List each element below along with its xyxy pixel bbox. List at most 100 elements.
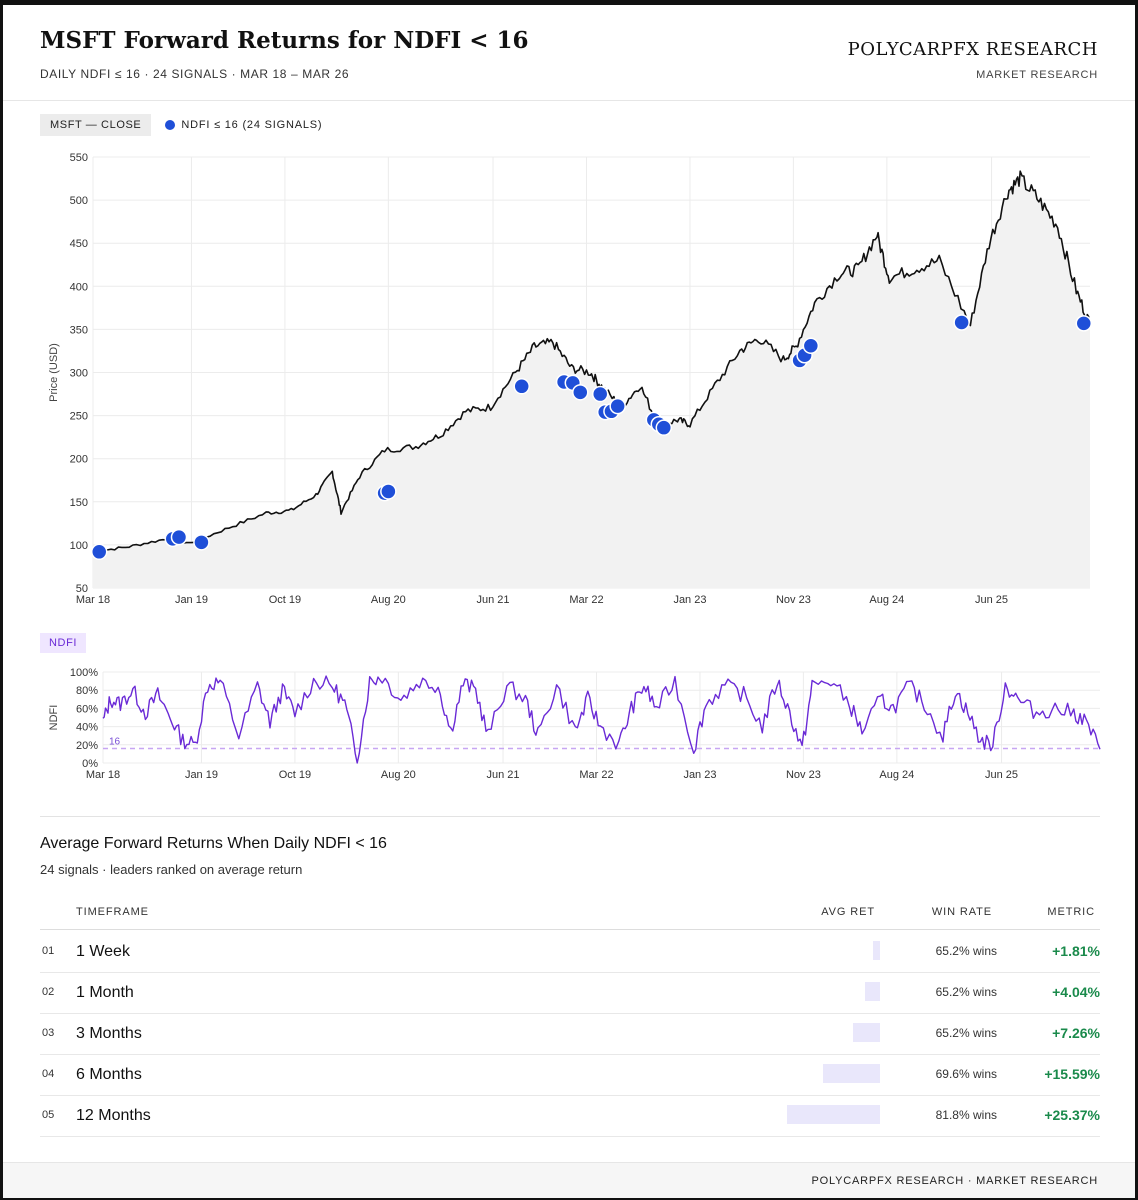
signal-point (513, 378, 530, 395)
row-timeframe: 6 Months (76, 1066, 142, 1083)
returns-table-subtitle: 24 signals · leaders ranked on average r… (40, 862, 303, 877)
row-win-rate: 65.2% wins (935, 985, 997, 999)
header-divider (3, 100, 1135, 101)
row-metric: +7.26% (1052, 1025, 1100, 1041)
price-x-tick-label: Jun 25 (975, 594, 1008, 606)
avg-return-bar (853, 1023, 880, 1042)
row-index: 04 (42, 1068, 55, 1080)
returns-table-title: Average Forward Returns When Daily NDFI … (40, 835, 387, 852)
legend-price-series: MSFT — CLOSE (40, 114, 152, 136)
section-divider (40, 816, 1100, 817)
ndfi-x-tick-label: Oct 19 (279, 769, 311, 781)
signal-point (170, 528, 188, 546)
price-y-tick-label: 550 (70, 152, 88, 164)
ndfi-threshold-label: 16 (109, 736, 121, 747)
price-series-line (92, 170, 1091, 553)
ndfi-chart-label: NDFI (40, 633, 87, 653)
row-index: 01 (42, 945, 55, 957)
ndfi-x-tick-label: Jun 25 (985, 769, 1018, 781)
table-row: 02 1 Month 65.2% wins +4.04% (40, 972, 1100, 1014)
price-x-tick-label: Mar 18 (76, 594, 110, 606)
signal-point (380, 483, 397, 500)
signal-point (572, 384, 589, 401)
ndfi-series-line (102, 675, 1101, 764)
column-header-avg-ret: AVG RET (821, 906, 875, 918)
ndfi-y-tick-label: 80% (76, 685, 98, 697)
ndfi-chart: 0% 20% 40% 60% 80% 100% Mar 18 Jan 19 Oct 19 Aug … (48, 667, 1101, 781)
avg-return-bar (787, 1105, 880, 1124)
brand-name: POLYCARPFX RESEARCH (847, 39, 1098, 60)
row-metric: +1.81% (1052, 943, 1100, 959)
ndfi-x-tick-label: Jan 23 (683, 769, 716, 781)
price-y-tick-label: 150 (70, 497, 88, 509)
ndfi-x-tick-label: Mar 22 (579, 769, 613, 781)
row-win-rate: 65.2% wins (935, 1026, 997, 1040)
signal-point (193, 534, 210, 551)
signal-point (591, 385, 609, 403)
price-y-tick-label: 100 (70, 540, 88, 552)
price-y-axis-label: Price (USD) (48, 343, 60, 402)
table-header-divider (40, 929, 1100, 930)
page-title: MSFT Forward Returns for NDFI < 16 (40, 27, 529, 54)
price-y-tick-label: 50 (76, 583, 88, 595)
row-index: 02 (42, 986, 55, 998)
table-row: 04 6 Months 69.6% wins +15.59% (40, 1054, 1100, 1096)
column-header-timeframe: TIMEFRAME (76, 906, 149, 918)
ndfi-y-tick-label: 100% (70, 667, 98, 679)
ndfi-y-axis-label: NDFI (48, 705, 60, 731)
page-subtitle: DAILY NDFI ≤ 16 · 24 SIGNALS · MAR 18 – … (40, 67, 350, 81)
avg-return-bar (865, 982, 880, 1001)
price-area-fill (93, 171, 1090, 588)
footer-text: POLYCARPFX RESEARCH · MARKET RESEARCH (811, 1175, 1098, 1187)
table-row: 03 3 Months 65.2% wins +7.26% (40, 1013, 1100, 1055)
ndfi-x-tick-label: Nov 23 (786, 769, 821, 781)
signal-point (655, 419, 673, 436)
ndfi-y-tick-label: 0% (82, 758, 98, 770)
column-header-win-rate: WIN RATE (931, 906, 992, 918)
row-timeframe: 12 Months (76, 1107, 151, 1124)
price-x-tick-label: Oct 19 (269, 594, 301, 606)
signal-point (802, 337, 820, 355)
row-metric: +25.37% (1044, 1107, 1100, 1123)
header: MSFT Forward Returns for NDFI < 16 DAILY… (40, 27, 1098, 97)
ndfi-y-tick-label: 60% (76, 703, 98, 715)
price-y-tick-label: 450 (70, 238, 88, 250)
price-x-tick-label: Mar 22 (569, 594, 603, 606)
row-win-rate: 69.6% wins (935, 1067, 997, 1081)
ndfi-y-tick-label: 20% (76, 740, 98, 752)
ndfi-y-tick-label: 40% (76, 722, 98, 734)
ndfi-x-tick-label: Jan 19 (185, 769, 218, 781)
ndfi-x-tick-label: Jun 21 (487, 769, 520, 781)
ndfi-x-tick-label: Aug 24 (879, 769, 914, 781)
column-header-metric: METRIC (1047, 906, 1095, 918)
signal-point (1075, 315, 1093, 332)
price-x-tick-label: Jun 21 (477, 594, 510, 606)
price-chart: 50 100 150 200 250 300 350 400 450 500 550 Mar 18 Ja… (48, 152, 1093, 606)
price-x-tick-label: Aug 24 (869, 594, 904, 606)
price-legend: MSFT — CLOSE NDFI ≤ 16 (24 SIGNALS) (40, 113, 322, 137)
row-win-rate: 65.2% wins (935, 944, 997, 958)
footer: POLYCARPFX RESEARCH · MARKET RESEARCH (3, 1162, 1135, 1198)
signal-point (953, 314, 970, 331)
row-timeframe: 1 Month (76, 984, 134, 1001)
price-x-tick-label: Aug 20 (371, 594, 406, 606)
row-metric: +15.59% (1044, 1066, 1100, 1082)
row-timeframe: 1 Week (76, 943, 130, 960)
price-y-tick-label: 500 (70, 195, 88, 207)
legend-signal-dot-icon (165, 120, 176, 130)
signal-point (609, 397, 626, 415)
row-index: 03 (42, 1027, 55, 1039)
price-x-tick-label: Jan 19 (175, 594, 208, 606)
row-win-rate: 81.8% wins (935, 1108, 997, 1122)
row-metric: +4.04% (1052, 984, 1100, 1000)
price-y-tick-label: 200 (70, 454, 88, 466)
brand-subtitle: MARKET RESEARCH (976, 69, 1098, 81)
price-y-tick-label: 400 (70, 281, 88, 293)
row-timeframe: 3 Months (76, 1025, 142, 1042)
price-y-tick-label: 300 (70, 368, 88, 380)
ndfi-x-tick-label: Mar 18 (86, 769, 120, 781)
table-row: 05 12 Months 81.8% wins +25.37% (40, 1095, 1100, 1137)
signal-point (90, 543, 108, 561)
price-y-tick-label: 350 (70, 324, 88, 336)
